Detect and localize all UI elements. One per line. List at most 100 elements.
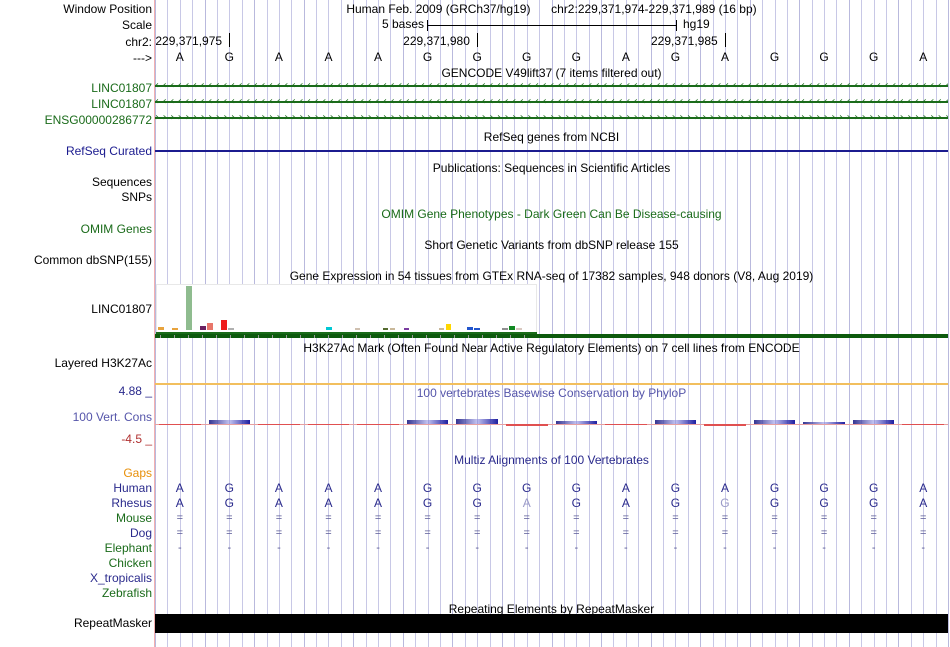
multiz-equal-symbol: = xyxy=(325,512,332,524)
multiz-species-label-mouse[interactable]: Mouse xyxy=(115,511,152,525)
sequences-label[interactable]: Sequences xyxy=(91,175,152,189)
phylop-conservation-chart[interactable] xyxy=(155,400,948,448)
h3k27ac-signal-line[interactable] xyxy=(155,383,948,385)
gene-line xyxy=(155,85,948,87)
multiz-dash-symbol: - xyxy=(376,542,380,554)
gtex-tissue-bar xyxy=(221,320,227,330)
gene-strand-arrows: ‹ ‹ ‹ ‹ ‹ ‹ ‹ ‹ ‹ ‹ ‹ ‹ ‹ ‹ ‹ ‹ ‹ ‹ ‹ ‹ ‹ ‹ ‹ ‹ ‹ ‹ ‹ ‹ ‹ ‹ ‹ ‹ ‹ ‹ ‹ ‹ ‹ ‹ ‹ ‹… xyxy=(155,80,948,91)
phylop-base-bar xyxy=(654,419,697,424)
multiz-species-label-human[interactable]: Human xyxy=(113,481,152,495)
multiz-species-label-dog[interactable]: Dog xyxy=(129,526,152,540)
repeatmasker-bar[interactable] xyxy=(155,614,948,633)
gtex-tissue-bar xyxy=(200,325,206,330)
gencode-row-label-1[interactable]: LINC01807 xyxy=(91,97,152,111)
window-position-label: Window Position xyxy=(63,2,152,16)
multiz-base: A xyxy=(274,481,283,495)
coordinate-label: 229,371,985 xyxy=(650,34,718,48)
refseq-center-title: RefSeq genes from NCBI xyxy=(483,130,620,144)
gtex-tick xyxy=(412,335,414,338)
gtex-center-title: Gene Expression in 54 tissues from GTEx … xyxy=(289,269,814,283)
gtex-tissue-bar xyxy=(466,326,473,330)
multiz-species-label-elephant[interactable]: Elephant xyxy=(104,541,152,555)
gtex-tick xyxy=(440,335,442,338)
sequence-base: A xyxy=(919,50,928,64)
gridline xyxy=(588,0,590,647)
multiz-species-label-gaps[interactable]: Gaps xyxy=(123,466,152,480)
layered-h3k27ac-label[interactable]: Layered H3K27Ac xyxy=(54,356,152,370)
gtex-tissue-bar xyxy=(228,328,234,330)
phylop-track-label[interactable]: 100 Vert. Cons xyxy=(72,410,152,424)
repeatmasker-label[interactable]: RepeatMasker xyxy=(73,616,152,630)
refseq-track-line[interactable] xyxy=(155,150,948,152)
phylop-base-bar xyxy=(456,419,498,424)
gtex-gene-label[interactable]: LINC01807 xyxy=(91,302,152,316)
gencode-feature-1[interactable]: ‹ ‹ ‹ ‹ ‹ ‹ ‹ ‹ ‹ ‹ ‹ ‹ ‹ ‹ ‹ ‹ ‹ ‹ ‹ ‹ ‹ ‹ ‹ ‹ ‹ ‹ ‹ ‹ ‹ ‹ ‹ ‹ ‹ ‹ ‹ ‹ ‹ ‹ ‹ ‹… xyxy=(155,96,948,108)
position-text: chr2:229,371,974-229,371,989 (16 bp) xyxy=(551,2,757,16)
gridline xyxy=(811,0,813,647)
multiz-species-label-x_tropicalis[interactable]: X_tropicalis xyxy=(89,571,152,585)
gtex-tick xyxy=(313,335,315,338)
repeatmasker-center-title: Repeating Elements by RepeatMasker xyxy=(448,602,655,616)
multiz-equal-symbol: = xyxy=(920,512,927,524)
multiz-row-mouse: = = = = = = = = = = = = = = = = xyxy=(155,511,948,526)
sequence-base: G xyxy=(472,50,482,64)
sequence-base: A xyxy=(621,50,630,64)
omim-genes-label[interactable]: OMIM Genes xyxy=(80,222,152,236)
phylop-base-bar xyxy=(307,424,350,425)
gtex-baseline xyxy=(156,332,537,335)
multiz-equal-symbol: = xyxy=(870,527,877,539)
multiz-dash-symbol: - xyxy=(475,542,479,554)
gtex-expression-chart[interactable] xyxy=(156,284,537,334)
coordinate-tick xyxy=(477,33,479,47)
sequence-base: G xyxy=(522,50,532,64)
dbsnp-center-title: Short Genetic Variants from dbSNP releas… xyxy=(424,238,679,252)
multiz-equal-symbol: = xyxy=(374,527,382,539)
gridline xyxy=(848,0,850,647)
multiz-center-title: Multiz Alignments of 100 Vertebrates xyxy=(454,453,649,467)
multiz-species-label-rhesus[interactable]: Rhesus xyxy=(111,496,152,510)
gtex-tissue-bar xyxy=(389,328,396,330)
gtex-tissue-bar xyxy=(158,327,164,330)
gridline xyxy=(910,0,912,647)
multiz-base: G xyxy=(472,496,482,510)
snps-label[interactable]: SNPs xyxy=(121,190,152,204)
multiz-base: G xyxy=(472,481,482,495)
multiz-equal-symbol: = xyxy=(721,512,729,524)
refseq-curated-label[interactable]: RefSeq Curated xyxy=(65,144,152,158)
gene-line xyxy=(155,117,948,119)
gencode-row-label-2[interactable]: ENSG00000286772 xyxy=(44,113,152,127)
multiz-base: A xyxy=(274,496,283,510)
sequence-base: G xyxy=(868,50,879,64)
multiz-equal-symbol: = xyxy=(424,512,431,524)
phylop-base-bar xyxy=(605,424,647,425)
common-dbsnp-label[interactable]: Common dbSNP(155) xyxy=(33,253,152,267)
gtex-tissue-bar xyxy=(207,322,213,330)
gtex-tissue-bar xyxy=(403,327,410,330)
gridline xyxy=(923,0,925,647)
multiz-base: G xyxy=(819,496,829,510)
multiz-base: A xyxy=(919,481,928,495)
gtex-tick xyxy=(454,335,456,338)
multiz-dash-symbol: - xyxy=(723,542,727,554)
multiz-species-label-chicken[interactable]: Chicken xyxy=(108,556,152,570)
gtex-tick xyxy=(299,335,301,338)
gencode-row-label-0[interactable]: LINC01807 xyxy=(91,81,152,95)
multiz-dash-symbol: - xyxy=(673,542,678,554)
gridline xyxy=(576,0,578,647)
gtex-tick xyxy=(341,335,343,338)
phylop-axis-min: -4.5 _ xyxy=(121,432,152,446)
phylop-axis-max: 4.88 _ xyxy=(118,384,152,398)
multiz-base: A xyxy=(522,496,531,510)
gtex-tick xyxy=(398,335,400,338)
gridline xyxy=(712,0,714,647)
multiz-equal-symbol: = xyxy=(424,527,431,539)
gencode-feature-0[interactable]: ‹ ‹ ‹ ‹ ‹ ‹ ‹ ‹ ‹ ‹ ‹ ‹ ‹ ‹ ‹ ‹ ‹ ‹ ‹ ‹ ‹ ‹ ‹ ‹ ‹ ‹ ‹ ‹ ‹ ‹ ‹ ‹ ‹ ‹ ‹ ‹ ‹ ‹ ‹ ‹… xyxy=(155,80,948,92)
sequence-base: G xyxy=(571,50,581,64)
gtex-tick xyxy=(384,335,386,338)
gtex-tick xyxy=(271,335,273,338)
multiz-species-label-zebrafish[interactable]: Zebrafish xyxy=(101,586,152,600)
gtex-tick xyxy=(496,335,498,338)
gencode-feature-2[interactable]: › › › › › › › › › › › › › › › › › › › › › › › › › › › › › › › › › › › › › › › ›… xyxy=(155,112,948,124)
